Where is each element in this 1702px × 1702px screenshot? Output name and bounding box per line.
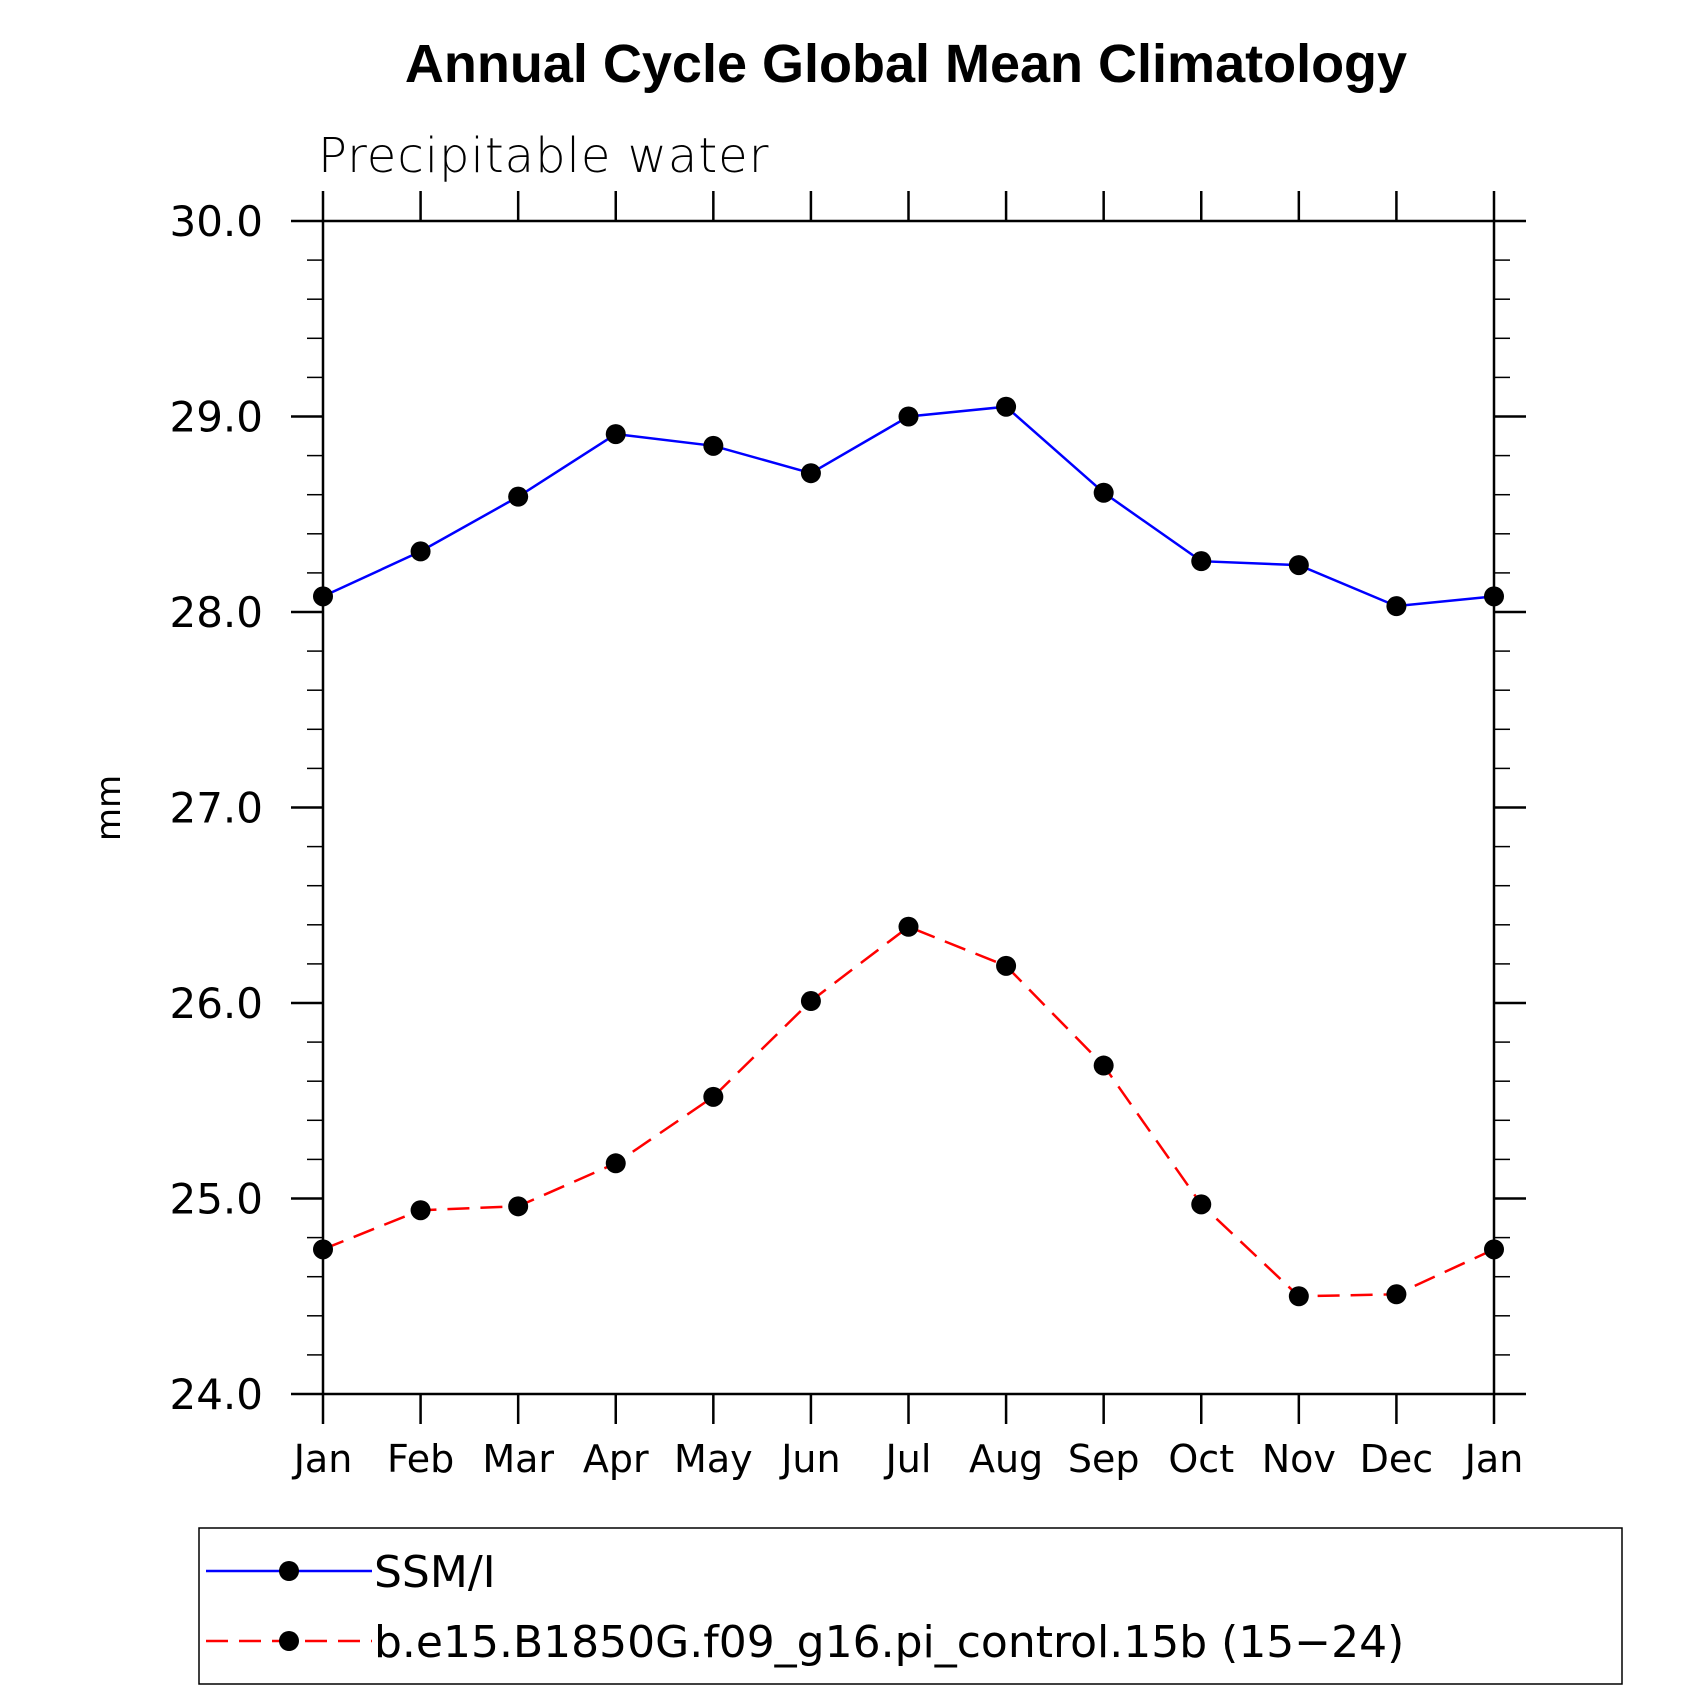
data-point-series-0 xyxy=(508,486,529,507)
x-tick-label: May xyxy=(674,1437,753,1481)
x-tick-label: Jan xyxy=(292,1437,353,1481)
data-point-series-1 xyxy=(1191,1194,1212,1215)
legend: SSM/I b.e15.B1850G.f09_g16.pi_control.15… xyxy=(198,1527,1623,1685)
x-tick-label: Aug xyxy=(969,1437,1043,1481)
y-tick-label: 25.0 xyxy=(169,1175,263,1224)
data-point-series-0 xyxy=(1386,596,1407,617)
data-point-series-1 xyxy=(1386,1284,1407,1305)
data-point-series-0 xyxy=(1191,551,1212,572)
series-line-1 xyxy=(322,925,1495,1298)
axis-tick-labels: 24.0 25.0 26.0 27.0 28.0 29.0 30.0 Jan Feb Mar Apr… xyxy=(169,197,1523,1481)
data-point-series-0 xyxy=(1093,482,1114,503)
data-point-series-1 xyxy=(898,916,919,937)
y-tick-label: 30.0 xyxy=(169,197,263,246)
data-point-series-1 xyxy=(410,1200,431,1221)
x-tick-label: Jul xyxy=(884,1437,932,1481)
data-point-series-1 xyxy=(800,991,821,1012)
x-tick-label: Nov xyxy=(1262,1437,1336,1481)
y-tick-label: 26.0 xyxy=(169,979,263,1028)
x-tick-label: Apr xyxy=(583,1437,649,1481)
x-tick-label: Mar xyxy=(482,1437,554,1481)
legend-label-ssmi: SSM/I xyxy=(374,1547,496,1598)
series-layer xyxy=(313,396,1504,1307)
data-point-series-0 xyxy=(410,541,431,562)
plot-frame xyxy=(321,219,1496,1396)
x-tick-label: Jan xyxy=(1463,1437,1524,1481)
data-point-series-0 xyxy=(703,435,724,456)
data-point-series-1 xyxy=(508,1196,529,1217)
data-point-series-0 xyxy=(1288,555,1309,576)
chart-subtitle: Precipitable water xyxy=(318,128,769,184)
data-point-series-1 xyxy=(703,1086,724,1107)
chart-title: Annual Cycle Global Mean Climatology xyxy=(405,34,1407,94)
legend-box xyxy=(198,1527,1623,1685)
legend-label-model: b.e15.B1850G.f09_g16.pi_control.15b (15−… xyxy=(374,1617,1404,1668)
legend-marker-ssmi xyxy=(279,1561,299,1581)
x-tick-label: Dec xyxy=(1360,1437,1434,1481)
data-point-series-1 xyxy=(1093,1055,1114,1076)
y-tick-label: 29.0 xyxy=(169,393,263,442)
data-point-series-0 xyxy=(800,463,821,484)
data-point-series-1 xyxy=(996,955,1017,976)
x-tick-label: Sep xyxy=(1068,1437,1140,1481)
x-tick-label: Oct xyxy=(1168,1437,1234,1481)
data-point-series-1 xyxy=(605,1153,626,1174)
y-tick-label: 27.0 xyxy=(169,784,263,833)
axis-ticks xyxy=(291,191,1526,1424)
data-point-series-0 xyxy=(996,396,1017,417)
x-tick-label: Feb xyxy=(387,1437,454,1481)
data-point-series-0 xyxy=(898,406,919,427)
data-point-series-1 xyxy=(1288,1286,1309,1307)
y-tick-label: 24.0 xyxy=(169,1370,263,1419)
y-tick-label: 28.0 xyxy=(169,588,263,637)
legend-marker-model xyxy=(279,1631,299,1651)
data-point-series-0 xyxy=(605,424,626,445)
series-line-0 xyxy=(322,405,1495,608)
x-tick-label: Jun xyxy=(779,1437,840,1481)
y-axis-label: mm xyxy=(89,775,129,841)
